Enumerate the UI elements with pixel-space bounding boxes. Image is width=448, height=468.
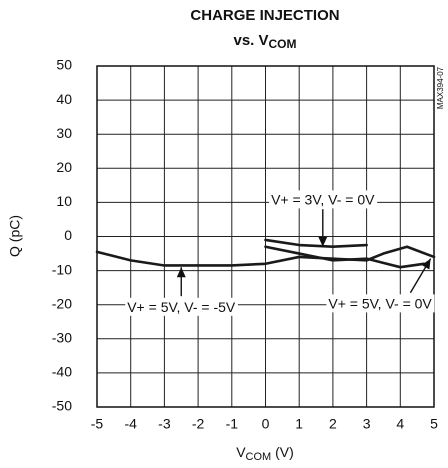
annotation-bg (326, 294, 435, 313)
annotation: V+ = 5V, V- = -5V (127, 299, 236, 315)
xlabel-subscript: COM (246, 451, 272, 463)
annotation-bg (125, 297, 238, 316)
y-tick-label: 50 (56, 57, 72, 73)
x-tick-label: 0 (262, 416, 270, 432)
y-tick-label: 10 (56, 193, 72, 209)
arrow-head (176, 267, 186, 278)
y-tick-label: -20 (52, 295, 72, 311)
xlabel-suffix: (V) (271, 444, 294, 460)
y-tick-label: -10 (52, 261, 72, 277)
arrow-head (318, 236, 328, 247)
curve (95, 245, 436, 267)
x-tick-label: -2 (192, 416, 205, 432)
xlabel-text: V (236, 444, 246, 460)
chart-title: CHARGE INJECTION (190, 7, 339, 24)
x-tick-label: 2 (329, 416, 337, 432)
curve (264, 245, 426, 269)
x-tick-label: -3 (158, 416, 171, 432)
y-tick-label: 40 (56, 91, 72, 107)
subtitle-subscript: COM (269, 37, 297, 51)
x-tick-label: -4 (124, 416, 137, 432)
annotation-bg (269, 190, 378, 209)
y-tick-label: 20 (56, 159, 72, 175)
side-label: MAX394-07 (436, 66, 445, 109)
arrow-head (421, 258, 431, 270)
x-tick-label: 4 (396, 416, 404, 432)
y-axis-label: Q (pC) (7, 215, 23, 257)
annotation: V+ = 5V, V- = 0V (328, 295, 432, 311)
y-tick-label: 0 (64, 227, 72, 243)
x-tick-label: 1 (295, 416, 303, 432)
x-tick-label: -1 (226, 416, 239, 432)
y-tick-label: -50 (52, 398, 72, 414)
x-tick-label: 5 (430, 416, 438, 432)
subtitle-text: vs. V (233, 32, 268, 49)
chart-subtitle: vs. VCOM (233, 32, 296, 51)
x-tick-label: 3 (363, 416, 371, 432)
x-axis-label: VCOM (V) (236, 444, 294, 463)
y-tick-label: 30 (56, 125, 72, 141)
x-tick-label: -5 (91, 416, 104, 432)
plot-frame (96, 65, 435, 408)
annotation: V+ = 3V, V- = 0V (271, 191, 375, 207)
curve (264, 238, 368, 249)
y-tick-label: -30 (52, 330, 72, 346)
y-tick-label: -40 (52, 364, 72, 380)
